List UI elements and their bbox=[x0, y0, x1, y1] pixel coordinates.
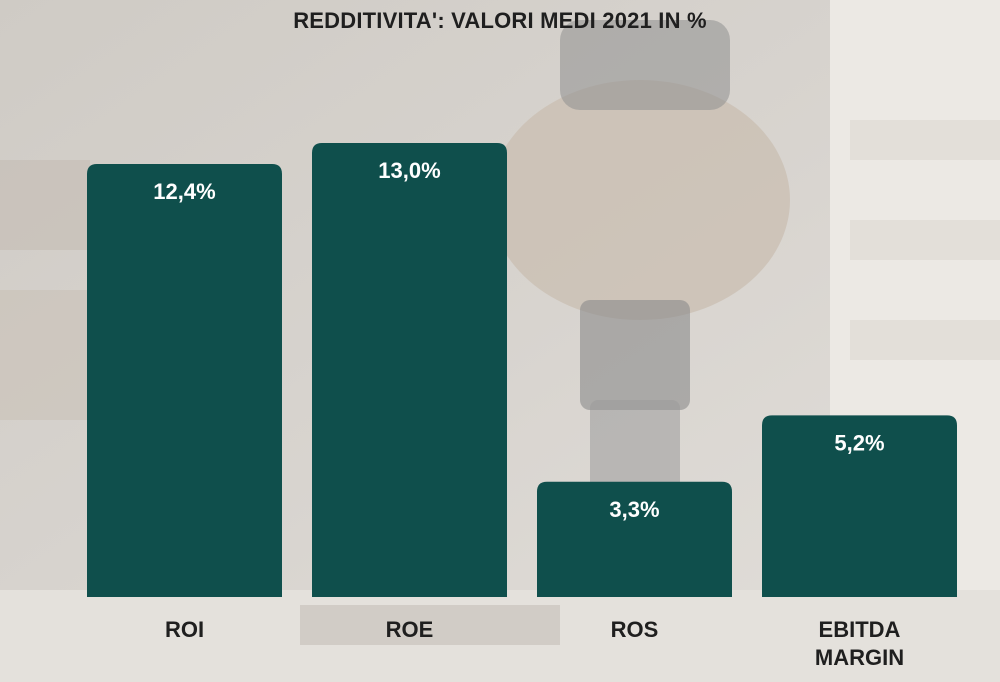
bar-roi bbox=[87, 163, 282, 597]
category-label: ROS bbox=[611, 617, 659, 642]
bar-ros bbox=[537, 481, 732, 597]
category-label: ROE bbox=[386, 617, 434, 642]
category-label: EBITDA MARGIN bbox=[815, 617, 904, 670]
data-label: 12,4% bbox=[153, 179, 215, 204]
bar-roe bbox=[312, 143, 507, 597]
bar-ebitda-margin bbox=[762, 415, 957, 597]
category-label: ROI bbox=[165, 617, 204, 642]
data-label: 5,2% bbox=[834, 430, 884, 455]
data-label: 3,3% bbox=[609, 497, 659, 522]
chart-title: REDDITIVITA': VALORI MEDI 2021 IN % bbox=[293, 8, 707, 33]
data-label: 13,0% bbox=[378, 158, 440, 183]
